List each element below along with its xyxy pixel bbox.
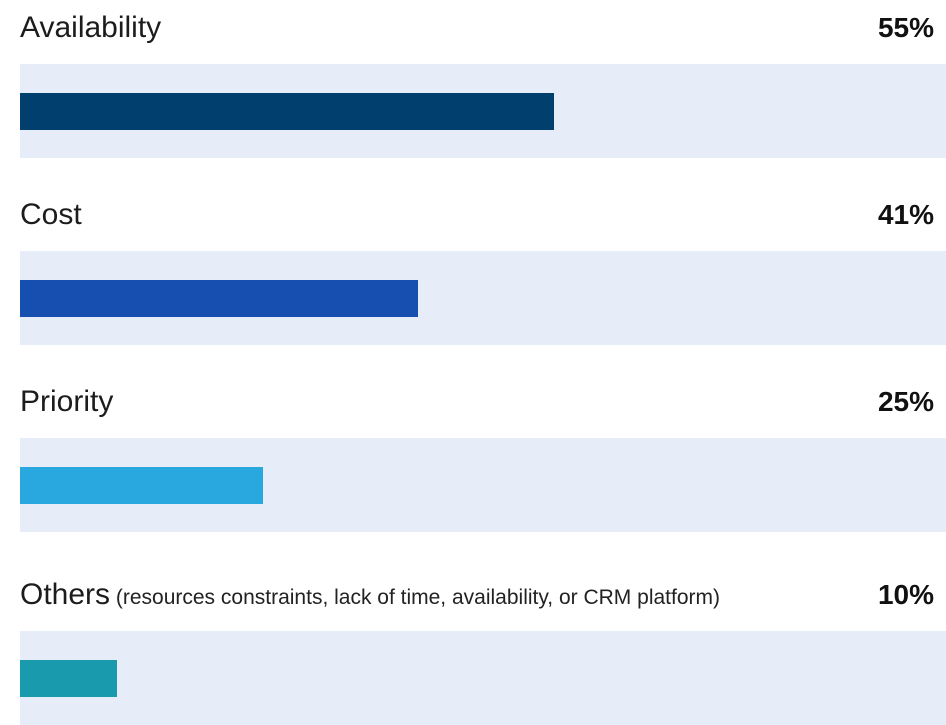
- bar-row: Cost 41%: [20, 195, 946, 345]
- bar-track: [20, 438, 946, 532]
- value-label: 41%: [877, 199, 934, 230]
- category-name: Cost: [20, 198, 82, 231]
- category-name: Others: [20, 578, 111, 611]
- bar: [20, 93, 554, 130]
- value-label: 55%: [877, 12, 934, 43]
- bar: [20, 467, 263, 504]
- bar: [20, 660, 117, 697]
- bar-row: Others (resources constraints, lack of t…: [20, 575, 946, 725]
- horizontal-bar-chart: Availability 55% Cost 41% Priority 25% Others …: [20, 8, 946, 725]
- category-label: Availability: [20, 8, 161, 48]
- value-label: 25%: [877, 386, 934, 417]
- category-name: Priority: [20, 385, 114, 418]
- category-label: Others (resources constraints, lack of t…: [20, 575, 720, 615]
- bar-track: [20, 64, 946, 158]
- category-name: Availability: [20, 11, 162, 44]
- bar-track: [20, 251, 946, 345]
- bar-row: Availability 55%: [20, 8, 946, 158]
- bar: [20, 280, 418, 317]
- category-label: Cost: [20, 195, 82, 235]
- value-label: 10%: [877, 579, 934, 610]
- bar-row: Priority 25%: [20, 382, 946, 532]
- category-label: Priority: [20, 382, 113, 422]
- bar-track: [20, 631, 946, 725]
- category-note: (resources constraints, lack of time, av…: [110, 586, 720, 609]
